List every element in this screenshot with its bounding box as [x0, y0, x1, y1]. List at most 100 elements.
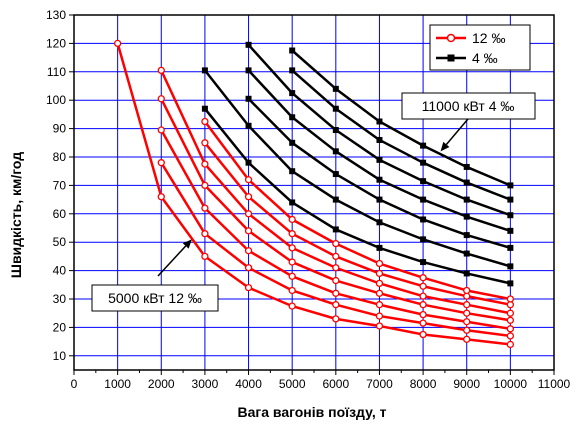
- data-point: [201, 181, 209, 190]
- data-point: [201, 105, 208, 112]
- data-point: [332, 148, 339, 155]
- legend-box: [429, 24, 531, 71]
- data-point: [463, 250, 470, 257]
- data-point: [420, 196, 427, 203]
- legend: 12 ‰ 4 ‰: [429, 24, 531, 71]
- data-point: [332, 264, 340, 272]
- plot-frame: [73, 14, 555, 371]
- data-point: [157, 159, 165, 167]
- data-point: [463, 326, 471, 334]
- data-point: [289, 47, 296, 54]
- x-tick-label: 5000: [279, 377, 306, 391]
- data-point: [288, 302, 296, 310]
- data-point: [376, 136, 383, 143]
- data-point: [420, 178, 427, 185]
- x-axis-label: Вага вагонів поїзду, т: [238, 404, 387, 420]
- data-point: [288, 215, 296, 224]
- data-point: [463, 179, 470, 186]
- data-point: [245, 159, 252, 166]
- annotation-11000-arrow: [445, 118, 469, 145]
- data-point: [113, 39, 122, 48]
- data-point: [244, 247, 253, 255]
- annotation-11000: 11000 кВт 4 ‰: [401, 92, 536, 152]
- data-point: [419, 301, 427, 309]
- data-point: [332, 127, 339, 134]
- data-point: [420, 236, 427, 243]
- x-tick-label: 4000: [235, 377, 262, 391]
- series-line-12: [291, 69, 511, 201]
- data-point: [245, 41, 252, 48]
- x-tick-label: 7000: [366, 377, 393, 391]
- series-line-0: [116, 43, 511, 346]
- data-point: [332, 289, 340, 297]
- y-tick-label: 20: [53, 320, 67, 334]
- data-point: [463, 196, 470, 203]
- data-point: [288, 244, 296, 252]
- data-point: [463, 335, 471, 343]
- data-point: [420, 142, 427, 149]
- data-point: [463, 232, 470, 239]
- data-point: [201, 139, 209, 147]
- data-point: [420, 159, 427, 166]
- data-point: [201, 160, 209, 168]
- data-point: [157, 193, 165, 201]
- data-point: [506, 309, 515, 317]
- data-point: [157, 126, 165, 134]
- data-point: [332, 85, 339, 92]
- annotation-11000-arrow-head: [440, 141, 450, 152]
- data-point: [157, 66, 165, 75]
- x-tick-label: 11000: [538, 377, 571, 391]
- data-point: [506, 316, 515, 324]
- data-point: [420, 259, 427, 266]
- data-point: [375, 289, 384, 297]
- data-point: [289, 114, 296, 121]
- series-layer: [113, 39, 515, 349]
- data-point: [375, 322, 384, 330]
- data-point: [506, 325, 515, 333]
- data-point: [332, 315, 340, 323]
- axes: 0 1000 2000 3000 4000 5000 6000 7000 8000 9000 100…: [46, 8, 571, 391]
- data-point: [245, 67, 252, 74]
- y-tick-label: 40: [53, 264, 67, 278]
- y-tick-label: 70: [53, 178, 67, 192]
- data-point: [375, 301, 384, 309]
- data-point: [507, 227, 514, 234]
- y-tick-label: 10: [53, 349, 67, 363]
- data-point: [507, 263, 514, 270]
- y-tick-label: 130: [46, 8, 66, 22]
- data-point: [375, 259, 384, 268]
- data-point: [332, 301, 340, 309]
- annotation-5000-box: [91, 284, 219, 312]
- data-point: [507, 182, 514, 189]
- annotation-11000-box: [401, 92, 536, 120]
- data-point: [332, 105, 339, 112]
- x-tick-label: 6000: [322, 377, 349, 391]
- data-point: [463, 309, 471, 317]
- data-point: [244, 193, 253, 201]
- y-tick-label: 80: [53, 150, 67, 164]
- y-tick-label: 60: [53, 207, 67, 221]
- data-point: [332, 226, 339, 233]
- data-point: [376, 219, 383, 226]
- data-point: [289, 139, 296, 146]
- data-point: [375, 279, 384, 288]
- data-point: [463, 270, 470, 277]
- data-point: [244, 210, 253, 218]
- x-tick-label: 2000: [148, 377, 175, 391]
- data-point: [157, 95, 165, 103]
- data-point: [245, 122, 252, 129]
- y-tick-label: 50: [53, 235, 67, 249]
- annotation-5000-arrow-head: [182, 239, 192, 249]
- series-line-7: [203, 107, 511, 285]
- data-point: [244, 176, 253, 184]
- x-tick-label: 3000: [192, 377, 219, 391]
- series-line-8: [203, 69, 511, 268]
- legend-label-12: 12 ‰: [472, 30, 505, 46]
- y-tick-label: 120: [46, 36, 66, 50]
- x-tick-label: 8000: [410, 377, 437, 391]
- data-point: [463, 301, 471, 309]
- data-point: [419, 310, 427, 319]
- data-point: [332, 276, 340, 285]
- data-point: [201, 204, 209, 212]
- data-point: [419, 274, 427, 282]
